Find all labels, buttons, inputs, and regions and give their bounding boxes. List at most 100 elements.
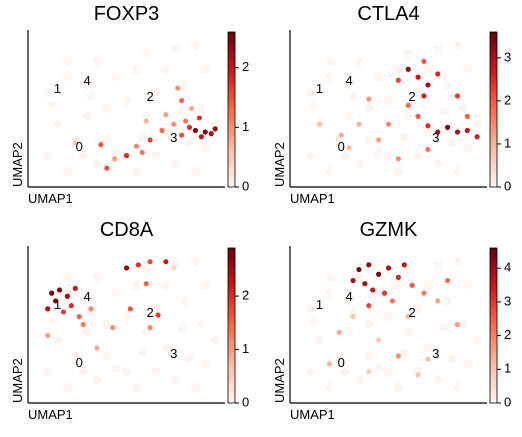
cell-point [104, 165, 110, 171]
cell-point [403, 265, 413, 275]
cell-point [374, 363, 384, 373]
colorbar-tick-label: 0 [504, 178, 511, 193]
cell-point [439, 323, 449, 333]
cell-point [171, 158, 181, 168]
cluster-label: 2 [147, 89, 154, 104]
cluster-label: 3 [432, 130, 439, 145]
cell-point [443, 296, 453, 306]
cell-point [196, 320, 206, 329]
panel-title: CTLA4 [357, 3, 419, 25]
cell-point [147, 137, 153, 143]
cell-point [147, 325, 153, 331]
cell-point [443, 80, 453, 90]
cell-point [354, 272, 364, 282]
cell-point [143, 118, 149, 124]
cell-point [305, 304, 315, 314]
cell-point [381, 290, 388, 296]
cell-point [356, 121, 362, 127]
cell-point [439, 107, 449, 117]
cell-point [366, 262, 372, 268]
cell-point [452, 257, 462, 267]
cell-point [131, 280, 141, 290]
cell-point [163, 112, 169, 118]
cluster-label: 1 [54, 297, 61, 312]
cluster-label: 0 [338, 139, 345, 154]
cell-point [131, 166, 141, 176]
cell-point [344, 296, 354, 306]
cell-point [364, 135, 374, 145]
cell-point [472, 119, 482, 129]
cluster-label: 2 [147, 305, 154, 320]
cluster-label: 4 [83, 73, 90, 88]
cell-point [177, 107, 187, 117]
cluster-label: 4 [345, 289, 352, 304]
panel-title: CD8A [100, 219, 154, 241]
cell-point [435, 129, 441, 135]
cell-point [98, 142, 104, 148]
cell-point [401, 262, 407, 268]
cluster-label: 2 [409, 305, 416, 320]
cluster-label: 4 [83, 289, 90, 304]
cell-point [324, 382, 334, 392]
cell-point [409, 282, 415, 288]
cell-point [376, 337, 382, 343]
cell-point [110, 325, 116, 331]
cell-point [305, 151, 315, 161]
cell-point [171, 265, 177, 271]
cell-point [366, 96, 372, 102]
cell-point [177, 323, 187, 333]
colorbar-tick-label: 1 [504, 135, 511, 150]
cell-point [433, 158, 443, 168]
cell-point [423, 343, 433, 353]
cell-point [185, 138, 195, 148]
cell-point [200, 280, 210, 290]
cell-point [171, 374, 181, 384]
cell-point [92, 272, 102, 282]
cluster-label: 0 [76, 139, 83, 154]
cell-point [181, 296, 191, 306]
cell-point [163, 259, 169, 265]
colorbar-tick-label: 0 [242, 394, 249, 409]
cell-point [112, 363, 122, 373]
cell-point [384, 151, 393, 161]
cell-point [452, 41, 462, 51]
colorbar-tick-label: 1 [242, 341, 249, 356]
cell-point [112, 147, 122, 157]
cell-point [405, 102, 411, 108]
cell-point [462, 143, 472, 153]
cluster-label: 3 [170, 130, 177, 145]
colorbar-tick-label: 0 [242, 178, 249, 193]
cell-point [188, 105, 195, 112]
cell-point [458, 104, 468, 113]
cell-point [47, 100, 57, 110]
cell-point [52, 298, 59, 304]
colorbar-tick-label: 4 [504, 260, 511, 275]
cell-point [181, 80, 191, 90]
cell-point [155, 312, 161, 318]
colorbar-tick-label: 2 [504, 327, 511, 342]
cell-point [423, 127, 433, 137]
cell-point [183, 118, 189, 124]
cell-point [324, 288, 334, 298]
cell-point [200, 64, 210, 74]
cell-point [210, 335, 220, 345]
cell-point [305, 88, 315, 98]
cell-point [433, 44, 443, 54]
cell-point [421, 290, 427, 296]
cell-point [336, 329, 342, 335]
cell-point [395, 156, 401, 162]
x-axis-label: UMAP1 [28, 407, 73, 422]
cell-point [122, 367, 131, 377]
cell-point [92, 374, 102, 384]
cell-point [384, 367, 393, 377]
cell-point [151, 367, 161, 377]
cell-point [421, 58, 427, 64]
colorbar-tick-label: 1 [504, 361, 511, 376]
cell-point [326, 361, 332, 367]
cluster-label: 1 [316, 297, 323, 312]
cell-point [102, 320, 112, 329]
cell-point [445, 124, 451, 130]
cell-point [62, 56, 72, 66]
